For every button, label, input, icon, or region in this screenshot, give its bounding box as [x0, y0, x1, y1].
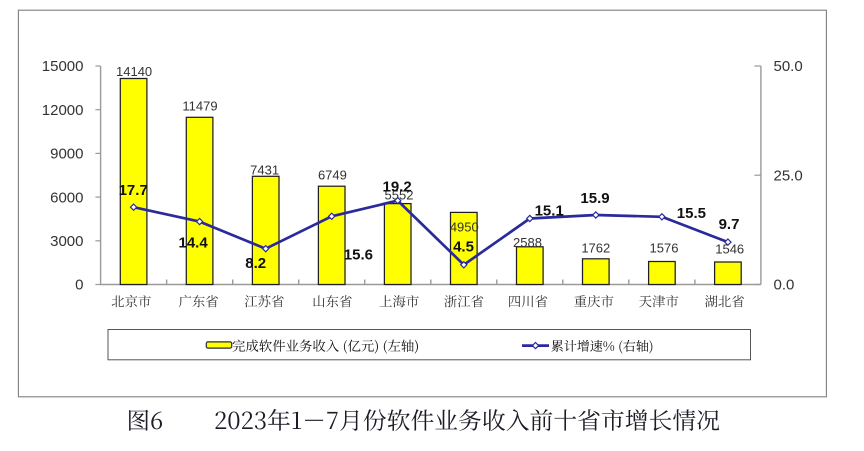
svg-text:19.2: 19.2: [382, 178, 411, 195]
svg-text:15000: 15000: [42, 58, 84, 75]
svg-text:17.7: 17.7: [119, 182, 148, 199]
svg-text:9000: 9000: [50, 146, 83, 163]
svg-text:7431: 7431: [250, 163, 279, 178]
svg-text:6000: 6000: [50, 189, 83, 206]
svg-text:4.5: 4.5: [453, 239, 474, 256]
svg-text:0: 0: [75, 277, 83, 294]
svg-text:6749: 6749: [318, 167, 347, 182]
svg-text:1576: 1576: [650, 241, 679, 256]
svg-text:8.2: 8.2: [245, 255, 266, 272]
svg-text:15.9: 15.9: [580, 190, 609, 207]
svg-text:25.0: 25.0: [774, 167, 803, 184]
svg-text:3000: 3000: [50, 233, 83, 250]
svg-text:15.6: 15.6: [344, 247, 373, 264]
svg-text:0.0: 0.0: [774, 277, 795, 294]
svg-text:14140: 14140: [116, 64, 152, 79]
svg-text:1546: 1546: [715, 242, 744, 257]
svg-text:5552: 5552: [385, 187, 414, 202]
svg-text:1762: 1762: [581, 241, 610, 256]
svg-text:12000: 12000: [42, 102, 84, 119]
svg-text:15.5: 15.5: [677, 205, 706, 222]
svg-text:15.1: 15.1: [535, 203, 564, 220]
svg-text:11479: 11479: [182, 99, 217, 114]
svg-text:4950: 4950: [450, 220, 479, 235]
svg-text:14.4: 14.4: [178, 235, 208, 252]
svg-text:50.0: 50.0: [774, 58, 803, 75]
svg-text:2588: 2588: [513, 235, 542, 250]
svg-text:9.7: 9.7: [719, 216, 740, 233]
